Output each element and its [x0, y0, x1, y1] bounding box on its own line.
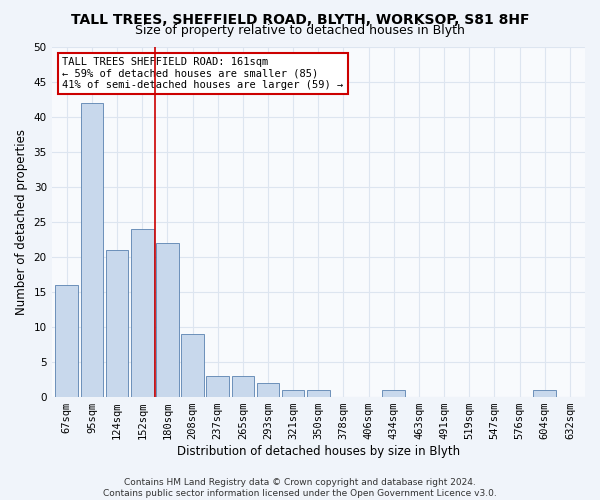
- Text: TALL TREES SHEFFIELD ROAD: 161sqm
← 59% of detached houses are smaller (85)
41% : TALL TREES SHEFFIELD ROAD: 161sqm ← 59% …: [62, 57, 344, 90]
- Bar: [55, 284, 78, 397]
- Bar: [533, 390, 556, 396]
- Bar: [181, 334, 204, 396]
- Bar: [156, 242, 179, 396]
- Bar: [80, 102, 103, 397]
- Y-axis label: Number of detached properties: Number of detached properties: [15, 128, 28, 314]
- Bar: [307, 390, 329, 396]
- Bar: [282, 390, 304, 396]
- Bar: [257, 382, 280, 396]
- Bar: [232, 376, 254, 396]
- Bar: [131, 228, 154, 396]
- Text: Size of property relative to detached houses in Blyth: Size of property relative to detached ho…: [135, 24, 465, 37]
- Bar: [106, 250, 128, 396]
- Bar: [206, 376, 229, 396]
- X-axis label: Distribution of detached houses by size in Blyth: Distribution of detached houses by size …: [177, 444, 460, 458]
- Text: TALL TREES, SHEFFIELD ROAD, BLYTH, WORKSOP, S81 8HF: TALL TREES, SHEFFIELD ROAD, BLYTH, WORKS…: [71, 12, 529, 26]
- Text: Contains HM Land Registry data © Crown copyright and database right 2024.
Contai: Contains HM Land Registry data © Crown c…: [103, 478, 497, 498]
- Bar: [382, 390, 405, 396]
